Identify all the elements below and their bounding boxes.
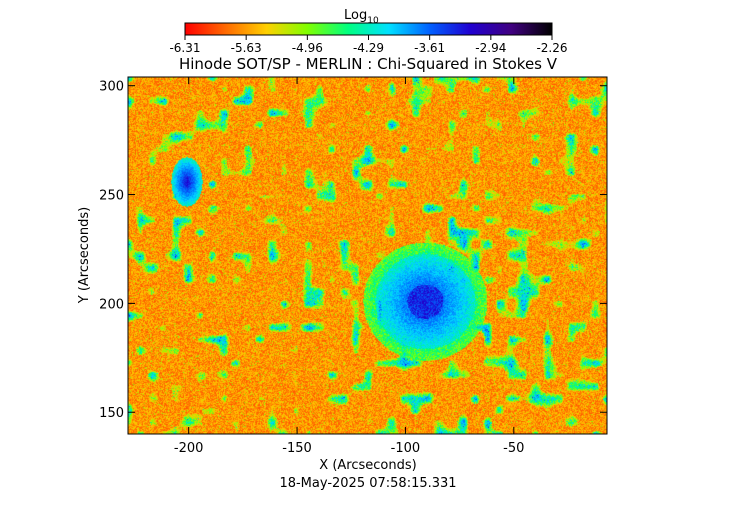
y-tick-label: 200 xyxy=(99,297,124,312)
colorbar-tick-label: -2.94 xyxy=(475,41,506,55)
plot-frame xyxy=(127,76,608,435)
colorbar-tick-label: -2.26 xyxy=(536,41,567,55)
y-tick-label: 300 xyxy=(99,80,124,95)
chart-title: Hinode SOT/SP - MERLIN : Chi-Squared in … xyxy=(179,55,558,73)
colorbar-tick-label: -5.63 xyxy=(231,41,262,55)
x-axis-label: X (Arcseconds) xyxy=(319,458,416,473)
colorbar-label-subscript: 10 xyxy=(367,16,379,26)
colorbar-gradient xyxy=(184,22,553,36)
x-tick-label: -50 xyxy=(503,441,524,456)
timestamp: 18-May-2025 07:58:15.331 xyxy=(279,476,456,491)
x-tick-label: -100 xyxy=(391,441,421,456)
colorbar-ticks: -6.31 -5.63 -4.96 -4.29 -3.61 -2.94 -2.26 xyxy=(169,35,568,55)
x-axis: -200 -150 -100 -50 xyxy=(174,77,524,456)
y-axis: 150 200 250 300 xyxy=(99,80,607,421)
colorbar-tick-label: -6.31 xyxy=(169,41,200,55)
heatmap-image xyxy=(128,77,607,434)
colorbar-tick-label: -3.61 xyxy=(414,41,445,55)
colorbar-label: Log10 xyxy=(344,8,379,26)
x-tick-label: -150 xyxy=(282,441,312,456)
y-tick-label: 250 xyxy=(99,189,124,204)
colorbar-tick-label: -4.29 xyxy=(353,41,384,55)
y-axis-label: Y (Arcseconds) xyxy=(77,207,92,304)
colorbar-label-text: Log xyxy=(344,8,367,23)
y-tick-label: 150 xyxy=(99,406,124,421)
heatmap-image-wrapper xyxy=(128,77,607,434)
colorbar: Log10 -6.31 -5.63 -4.96 -4.29 -3.61 -2.94 -2.2… xyxy=(169,8,567,55)
x-tick-label: -200 xyxy=(174,441,204,456)
colorbar-tick-label: -4.96 xyxy=(292,41,323,55)
